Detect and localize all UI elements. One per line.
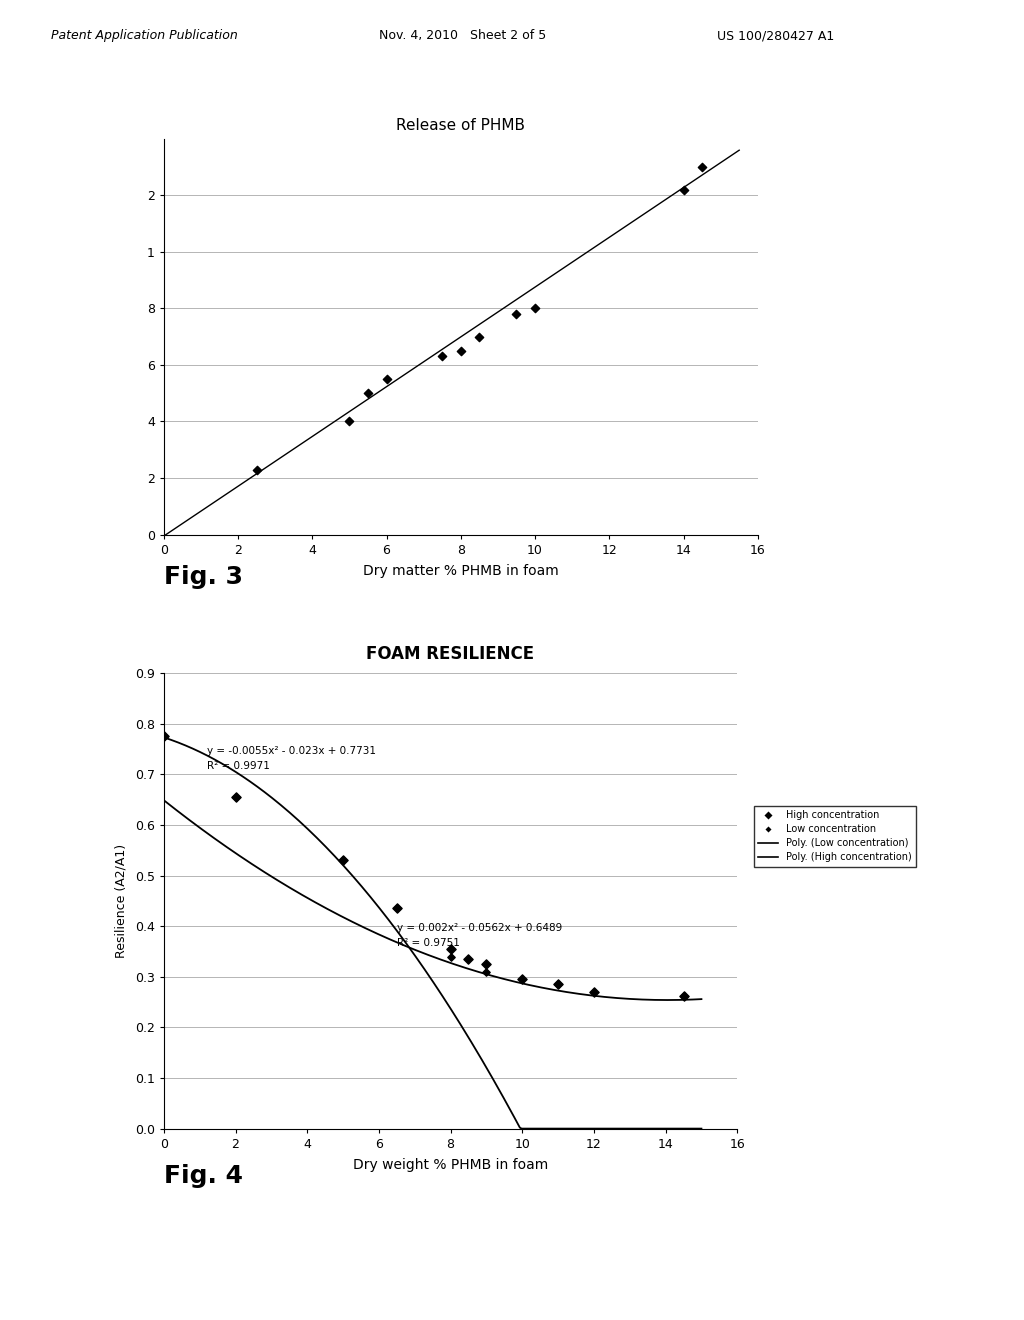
X-axis label: Dry weight % PHMB in foam: Dry weight % PHMB in foam: [353, 1158, 548, 1172]
Text: US 100/280427 A1: US 100/280427 A1: [717, 29, 835, 42]
Point: [461, 949, 477, 970]
Point: [694, 156, 711, 177]
Point: [526, 298, 543, 319]
Text: Nov. 4, 2010   Sheet 2 of 5: Nov. 4, 2010 Sheet 2 of 5: [379, 29, 546, 42]
Text: Fig. 3: Fig. 3: [164, 565, 243, 589]
Text: Fig. 4: Fig. 4: [164, 1164, 243, 1188]
Point: [227, 787, 244, 808]
Point: [156, 726, 172, 747]
Title: FOAM RESILIENCE: FOAM RESILIENCE: [367, 645, 535, 664]
Point: [389, 898, 406, 919]
Point: [514, 969, 530, 990]
X-axis label: Dry matter % PHMB in foam: Dry matter % PHMB in foam: [362, 564, 559, 578]
Point: [156, 726, 172, 747]
Y-axis label: Resilience (A2/A1): Resilience (A2/A1): [115, 843, 128, 958]
Point: [378, 368, 394, 389]
Point: [586, 982, 602, 1003]
Point: [676, 986, 692, 1007]
Text: y = 0.002x² - 0.0562x + 0.6489: y = 0.002x² - 0.0562x + 0.6489: [397, 923, 562, 933]
Point: [335, 850, 351, 871]
Point: [227, 787, 244, 808]
Point: [508, 304, 524, 325]
Text: R² = 0.9971: R² = 0.9971: [207, 762, 269, 771]
Title: Release of PHMB: Release of PHMB: [396, 119, 525, 133]
Point: [341, 411, 357, 432]
Point: [676, 180, 692, 201]
Point: [249, 459, 265, 480]
Text: y = -0.0055x² - 0.023x + 0.7731: y = -0.0055x² - 0.023x + 0.7731: [207, 746, 376, 756]
Point: [676, 986, 692, 1007]
Point: [359, 383, 376, 404]
Text: Patent Application Publication: Patent Application Publication: [51, 29, 238, 42]
Point: [442, 946, 459, 968]
Text: R² = 0.9751: R² = 0.9751: [397, 939, 460, 949]
Point: [442, 939, 459, 960]
Point: [550, 974, 566, 995]
Point: [478, 961, 495, 982]
Point: [335, 850, 351, 871]
Point: [434, 346, 451, 367]
Legend: High concentration, Low concentration, Poly. (Low concentration), Poly. (High co: High concentration, Low concentration, P…: [754, 805, 916, 867]
Point: [478, 953, 495, 974]
Point: [389, 898, 406, 919]
Point: [471, 326, 487, 347]
Point: [453, 341, 469, 362]
Point: [550, 974, 566, 995]
